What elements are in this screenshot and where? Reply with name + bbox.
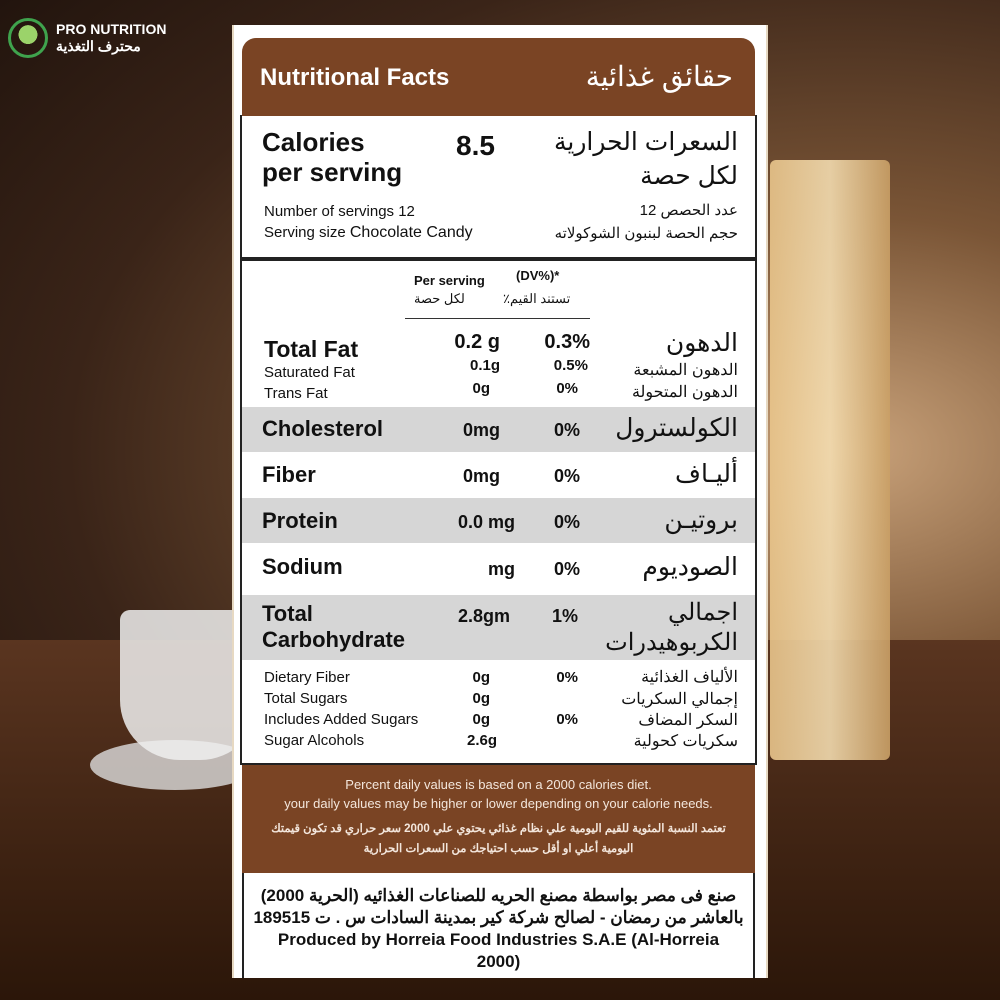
dv-header-ar: تستند القيم٪ xyxy=(503,291,571,306)
tree-icon xyxy=(8,18,48,58)
footnote-en-1: Percent daily values is based on a 2000 … xyxy=(345,777,652,792)
total-fat-value: 0.2 g xyxy=(454,331,500,353)
producer-info: صنع فى مصر بواسطة مصنع الحريه للصناعات ا… xyxy=(242,873,755,978)
background-product-pack xyxy=(770,160,890,760)
per-serving-header: Per serving xyxy=(414,273,485,288)
saturated-fat-value: 0.1g xyxy=(469,357,500,374)
trans-fat-dv: 0% xyxy=(556,380,578,397)
brand-logo: PRO NUTRITION محترف التغذية xyxy=(8,18,166,58)
header-underline xyxy=(405,318,590,319)
title-en: Nutritional Facts xyxy=(260,64,450,91)
total-fat-dv: 0.3% xyxy=(544,331,590,353)
producer-ar-1: صنع فى مصر بواسطة مصنع الحريه للصناعات ا… xyxy=(260,886,737,905)
footnote-en-2: your daily values may be higher or lower… xyxy=(284,796,713,811)
footnote-ar-2: اليومية أعلي او أقل حسب احتياجك من السعر… xyxy=(363,843,634,855)
producer-ar-2: بالعاشر من رمضان - لصالح شركة كير بمدينة… xyxy=(253,908,744,927)
calories-label-en: Calories per serving xyxy=(262,127,403,187)
serving-size-ar: حجم الحصة لبنبون الشوكولاته xyxy=(554,225,738,242)
servings-ar: عدد الحصص 12 xyxy=(639,202,738,219)
footnote: Percent daily values is based on a 2000 … xyxy=(242,765,755,873)
brand-name-ar: محترف التغذية xyxy=(56,38,141,54)
producer-en: Produced by Horreia Food Industries S.A.… xyxy=(277,930,720,971)
total-fat-label: Total Fat xyxy=(264,336,359,362)
row-bg-protein xyxy=(242,498,755,543)
per-serving-header-ar: لكل حصة xyxy=(414,291,465,306)
trans-fat-value: 0g xyxy=(472,380,490,397)
row-bg-cholesterol xyxy=(242,407,755,452)
total-fat-ar: الدهون xyxy=(665,329,738,357)
saturated-fat-ar: الدهون المشبعة xyxy=(633,362,738,379)
saturated-fat-dv: 0.5% xyxy=(553,357,588,374)
brand-name-en: PRO NUTRITION xyxy=(56,21,167,37)
calories-label-ar: السعرات الحرارية لكل حصة xyxy=(553,128,738,190)
dv-header: (DV%)* xyxy=(516,268,560,283)
saturated-fat-label: Saturated Fat xyxy=(264,364,355,381)
divider xyxy=(242,257,755,261)
row-bg-carbohydrate xyxy=(242,595,755,660)
label-border xyxy=(240,115,757,765)
calories-value: 8.5 xyxy=(456,130,495,161)
servings-en: Number of servings 12 xyxy=(264,203,415,220)
title-ar: حقائق غذائية xyxy=(585,61,733,92)
label-header: Nutritional Facts حقائق غذائية xyxy=(242,38,755,116)
footnote-ar-1: تعتمد النسبة المئوية للقيم اليومية علي ن… xyxy=(271,823,726,835)
serving-size-en: Serving size Chocolate Candy xyxy=(264,224,473,241)
trans-fat-label: Trans Fat xyxy=(264,385,328,402)
trans-fat-ar: الدهون المتحولة xyxy=(631,384,738,401)
